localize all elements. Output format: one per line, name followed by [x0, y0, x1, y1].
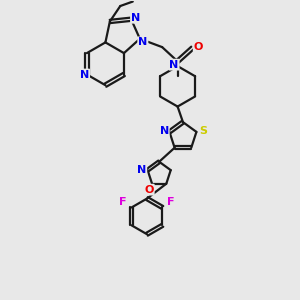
Text: O: O: [194, 41, 203, 52]
Text: N: N: [138, 38, 148, 47]
Text: S: S: [199, 126, 207, 136]
Text: F: F: [119, 197, 127, 207]
Text: F: F: [167, 197, 175, 207]
Text: N: N: [160, 126, 169, 136]
Text: N: N: [169, 60, 179, 70]
Text: N: N: [131, 13, 140, 23]
Text: O: O: [144, 184, 154, 195]
Text: N: N: [80, 70, 89, 80]
Text: N: N: [137, 164, 146, 175]
